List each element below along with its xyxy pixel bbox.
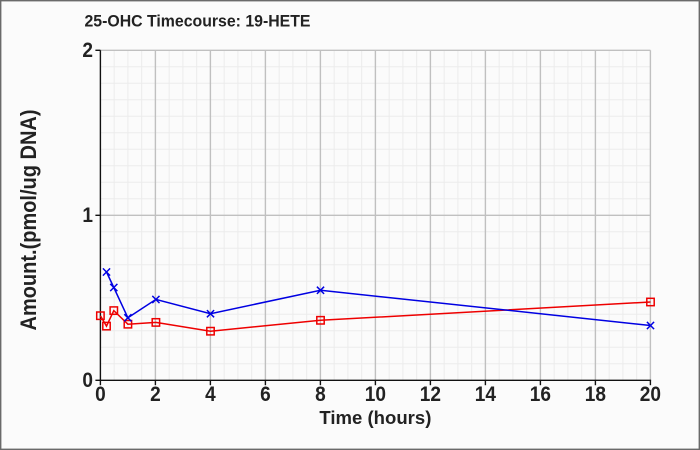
svg-text:0: 0 xyxy=(95,383,106,406)
svg-text:20: 20 xyxy=(640,383,661,406)
svg-text:6: 6 xyxy=(260,383,271,406)
svg-text:4: 4 xyxy=(205,383,216,406)
svg-text:Amount.(pmol/ug DNA): Amount.(pmol/ug DNA) xyxy=(16,110,41,331)
svg-text:0: 0 xyxy=(82,369,93,392)
svg-text:18: 18 xyxy=(585,383,606,406)
svg-text:1: 1 xyxy=(82,204,93,227)
svg-text:14: 14 xyxy=(475,383,496,406)
svg-text:8: 8 xyxy=(315,383,326,406)
svg-text:16: 16 xyxy=(530,383,551,406)
svg-text:10: 10 xyxy=(365,383,386,406)
svg-text:12: 12 xyxy=(420,383,441,406)
svg-text:25-OHC Timecourse: 19-HETE: 25-OHC Timecourse: 19-HETE xyxy=(85,12,311,31)
svg-text:2: 2 xyxy=(82,39,93,62)
svg-text:Time (hours): Time (hours) xyxy=(319,408,431,428)
svg-text:2: 2 xyxy=(150,383,161,406)
